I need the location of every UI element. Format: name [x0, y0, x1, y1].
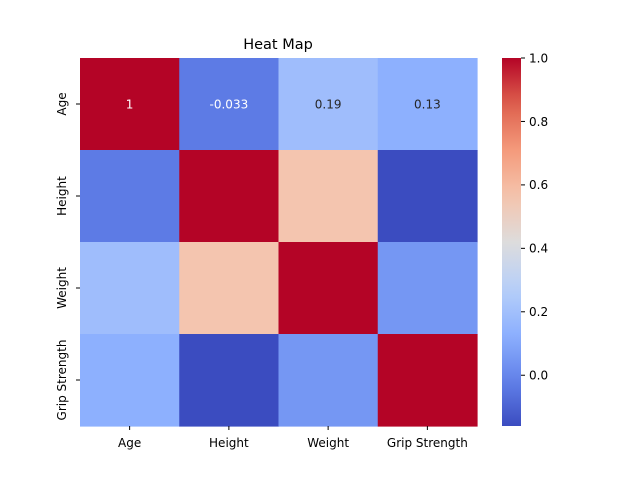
colorbar-tick-label: 0.8: [529, 115, 548, 129]
colorbar-tick-label: 0.4: [529, 242, 548, 256]
heatmap-cell-grip-strength-weight: [278, 334, 379, 427]
x-tick-label-grip-strength: Grip Strength: [387, 436, 468, 450]
heatmap-cell-weight-height: [179, 242, 280, 335]
y-tick-label-age: Age: [55, 92, 69, 115]
cell-annotation: 1: [126, 98, 134, 112]
cell-annotation: 0.13: [414, 98, 441, 112]
colorbar-tick-label: 0.6: [529, 178, 548, 192]
y-tick-label-weight: Weight: [55, 267, 69, 309]
colorbar: 0.0 0.2 0.4 0.6 0.8 1.0: [502, 51, 548, 426]
heatmap-cell-age-age: [80, 58, 180, 151]
heatmap-cell-weight-weight: [278, 242, 379, 335]
heatmap-cell-age-weight: [278, 58, 379, 151]
y-tick-label-grip-strength: Grip Strength: [55, 340, 69, 421]
heatmap-cell-grip-strength-grip-strength: [377, 334, 478, 427]
heatmap-cell-labels: 1 -0.033 0.19 0.13: [126, 98, 441, 112]
y-tick-label-height: Height: [55, 176, 69, 216]
heatmap-cell-grip-strength-height: [179, 334, 280, 427]
heatmap-cell-height-grip-strength: [377, 150, 478, 243]
heatmap-cell-grip-strength-age: [80, 334, 180, 427]
colorbar-tick-label: 1.0: [529, 51, 548, 65]
heatmap-cell-age-height: [179, 58, 280, 151]
x-tick-label-age: Age: [118, 436, 141, 450]
heatmap-cell-height-height: [179, 150, 280, 243]
heatmap-cell-height-age: [80, 150, 180, 243]
heatmap-cell-age-grip-strength: [377, 58, 478, 151]
cell-annotation: 0.19: [315, 98, 342, 112]
colorbar-gradient: [502, 58, 521, 426]
heatmap-cell-weight-age: [80, 242, 180, 335]
cell-annotation: -0.033: [210, 98, 249, 112]
chart-title: Heat Map: [243, 37, 313, 53]
x-axis: Age Height Weight Grip Strength: [118, 426, 468, 450]
colorbar-tick-label: 0.0: [529, 369, 548, 383]
x-tick-label-height: Height: [209, 436, 249, 450]
y-axis: Age Height Weight Grip Strength: [55, 92, 80, 420]
heatmap-cell-height-weight: [278, 150, 379, 243]
heatmap-cell-weight-grip-strength: [377, 242, 478, 335]
x-tick-label-weight: Weight: [307, 436, 349, 450]
heatmap-cells: [80, 58, 478, 427]
colorbar-tick-label: 0.2: [529, 305, 548, 319]
